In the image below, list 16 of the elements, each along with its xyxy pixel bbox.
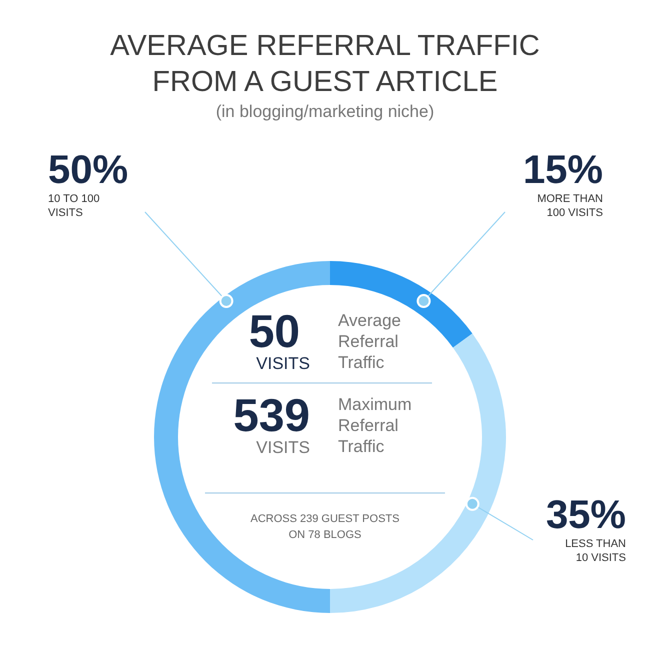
donut-slice [330,261,472,348]
slice-label: LESS THAN 10 VISITS [564,537,626,565]
data-label: 15% [522,148,603,192]
text: Maximum Referral Traffic [338,394,413,457]
text: VISITS [255,354,310,374]
text: 539 [232,388,310,441]
slice-label: MORE THAN 100 VISITS [536,192,603,220]
text: VISITS [255,438,310,458]
data-label: 35% [546,493,626,537]
chart-subtitle: (in blogging/marketing niche) [214,102,436,122]
chart-title: AVERAGE REFERRAL TRAFFIC FROM A GUEST ARTICLE [109,29,541,100]
data-label: 50% [48,148,128,192]
text: 50 [248,304,300,357]
slice-label: 10 TO 100 VISITS [48,192,101,220]
text: ACROSS 239 GUEST POSTS ON 78 BLOGS [250,512,400,543]
text: Average Referral Traffic [338,310,402,373]
